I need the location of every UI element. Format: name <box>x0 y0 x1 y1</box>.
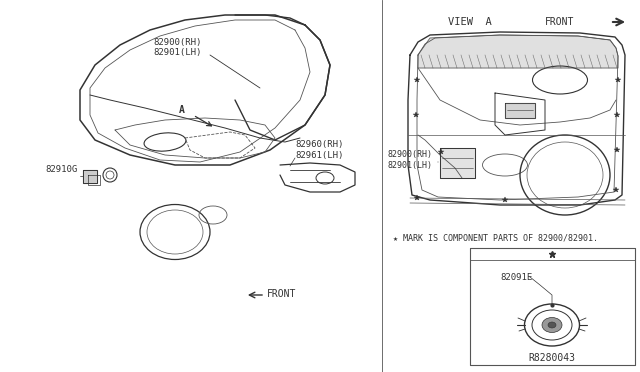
Polygon shape <box>418 35 618 68</box>
Text: 82900(RH)
82901(LH): 82900(RH) 82901(LH) <box>154 38 202 57</box>
Text: 82091E: 82091E <box>500 273 532 282</box>
Text: ★ MARK IS COMPONENT PARTS OF 82900/82901.: ★ MARK IS COMPONENT PARTS OF 82900/82901… <box>393 234 598 243</box>
Text: A: A <box>179 105 185 115</box>
Ellipse shape <box>548 322 556 328</box>
Text: 82900(RH)
82901(LH): 82900(RH) 82901(LH) <box>388 150 433 170</box>
Text: FRONT: FRONT <box>267 289 296 299</box>
Polygon shape <box>83 170 97 183</box>
Text: 82910G: 82910G <box>45 166 77 174</box>
Text: VIEW  A: VIEW A <box>448 17 492 27</box>
Text: R8280043: R8280043 <box>529 353 575 363</box>
Text: 82960(RH)
82961(LH): 82960(RH) 82961(LH) <box>295 140 344 160</box>
Ellipse shape <box>542 317 562 333</box>
Text: FRONT: FRONT <box>545 17 574 27</box>
Polygon shape <box>440 148 475 178</box>
Polygon shape <box>505 103 535 118</box>
